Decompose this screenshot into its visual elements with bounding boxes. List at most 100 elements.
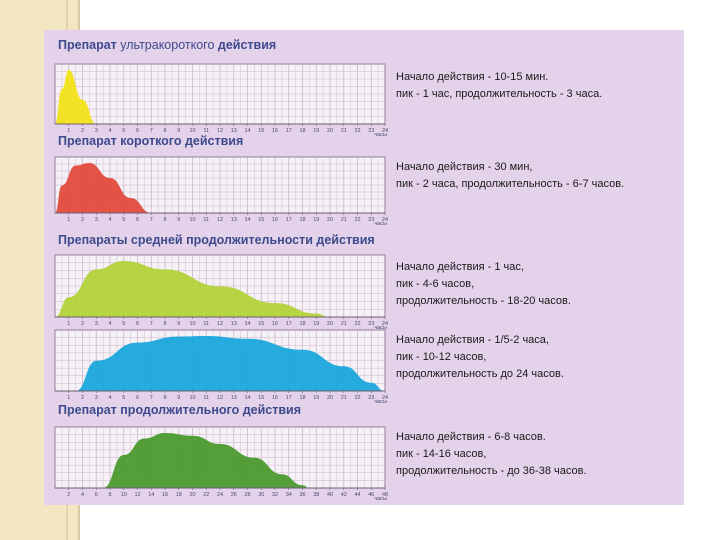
chart-title: Препарат продолжительного действия [58,403,301,417]
x-tick-label: 3 [95,128,98,134]
chart-title-part: ультракороткого [120,38,214,52]
x-tick-label: 15 [258,395,264,401]
x-tick-label: 22 [354,395,360,401]
x-tick-label: 16 [272,395,278,401]
description-line: Начало действия - 1/5-2 часа, [396,334,549,346]
x-tick-label: 8 [108,492,111,498]
x-tick-label: 23 [368,321,374,327]
x-tick-label: 5 [122,217,125,223]
x-tick-label: 22 [354,321,360,327]
x-tick-label: 10 [189,395,195,401]
x-tick-label: 4 [108,395,111,401]
x-tick-label: 20 [327,321,333,327]
x-tick-label: 4 [108,217,111,223]
x-axis-unit-label: часы [374,325,387,331]
x-tick-label: 21 [341,128,347,134]
x-tick-label: 14 [244,128,250,134]
x-axis-unit-label: часы [374,399,387,405]
x-tick-label: 16 [162,492,168,498]
x-tick-label: 1 [67,128,70,134]
x-tick-label: 23 [368,395,374,401]
x-tick-label: 11 [203,217,209,223]
x-tick-label: 5 [122,395,125,401]
x-tick-label: 14 [244,321,250,327]
chart-title: Препарат ультракороткого действия [58,38,276,52]
x-tick-label: 7 [150,217,153,223]
description-line: продолжительность - 18-20 часов. [396,295,571,307]
x-tick-label: 1 [67,321,70,327]
chart-panel-3: Препараты средней продолжительности дейс… [54,233,571,331]
x-tick-label: 7 [150,128,153,134]
x-tick-label: 30 [258,492,264,498]
x-tick-label: 42 [341,492,347,498]
x-tick-label: 17 [286,128,292,134]
x-tick-label: 13 [231,321,237,327]
x-tick-label: 14 [244,395,250,401]
x-tick-label: 14 [244,217,250,223]
action-curve-area [55,70,97,124]
x-tick-label: 20 [327,128,333,134]
x-tick-label: 17 [286,395,292,401]
description-line: Начало действия - 10-15 мин. [396,71,548,83]
x-tick-label: 1 [67,395,70,401]
x-axis-unit-label: часы [374,221,387,227]
x-tick-label: 28 [244,492,250,498]
x-tick-label: 19 [313,321,319,327]
x-tick-label: 14 [148,492,154,498]
x-tick-label: 18 [299,321,305,327]
x-tick-label: 16 [272,217,278,223]
x-tick-label: 4 [81,492,84,498]
x-tick-label: 24 [382,217,388,223]
description-line: пик - 10-12 часов, [396,351,486,363]
x-tick-label: 12 [217,128,223,134]
x-tick-label: 15 [258,217,264,223]
x-tick-label: 21 [341,217,347,223]
description-line: Начало действия - 30 мин, [396,161,532,173]
description-line: пик - 1 час, продолжительность - 3 часа. [396,88,602,100]
chart-title-part: Препарат [58,38,120,52]
x-tick-label: 2 [67,492,70,498]
x-tick-label: 12 [217,321,223,327]
x-tick-label: 6 [136,128,139,134]
x-tick-label: 15 [258,321,264,327]
description-line: продолжительность до 24 часов. [396,368,564,380]
x-tick-label: 38 [313,492,319,498]
x-tick-label: 24 [382,321,388,327]
x-tick-label: 26 [231,492,237,498]
x-tick-label: 21 [341,321,347,327]
x-tick-label: 3 [95,395,98,401]
x-tick-label: 4 [108,321,111,327]
x-tick-label: 23 [368,128,374,134]
x-tick-label: 22 [354,128,360,134]
x-tick-label: 10 [189,321,195,327]
x-tick-label: 9 [177,217,180,223]
x-tick-label: 20 [327,217,333,223]
x-axis-unit-label: часы [374,132,387,138]
x-tick-label: 2 [81,321,84,327]
x-tick-label: 19 [313,395,319,401]
x-tick-label: 20 [327,395,333,401]
x-tick-label: 12 [217,217,223,223]
x-tick-label: 16 [272,321,278,327]
x-tick-label: 2 [81,128,84,134]
x-tick-label: 18 [299,217,305,223]
x-tick-label: 6 [95,492,98,498]
x-tick-label: 7 [150,395,153,401]
x-tick-label: 9 [177,128,180,134]
action-curve-area [75,336,385,391]
x-tick-label: 11 [203,321,209,327]
x-tick-label: 11 [203,395,209,401]
x-tick-label: 40 [327,492,333,498]
description-line: Начало действия - 6-8 часов. [396,431,546,443]
x-tick-label: 9 [177,395,180,401]
description-line: пик - 4-6 часов, [396,278,474,290]
x-tick-label: 34 [286,492,292,498]
x-tick-label: 21 [341,395,347,401]
x-tick-label: 5 [122,321,125,327]
x-tick-label: 12 [134,492,140,498]
chart-title-part: действия [214,38,276,52]
